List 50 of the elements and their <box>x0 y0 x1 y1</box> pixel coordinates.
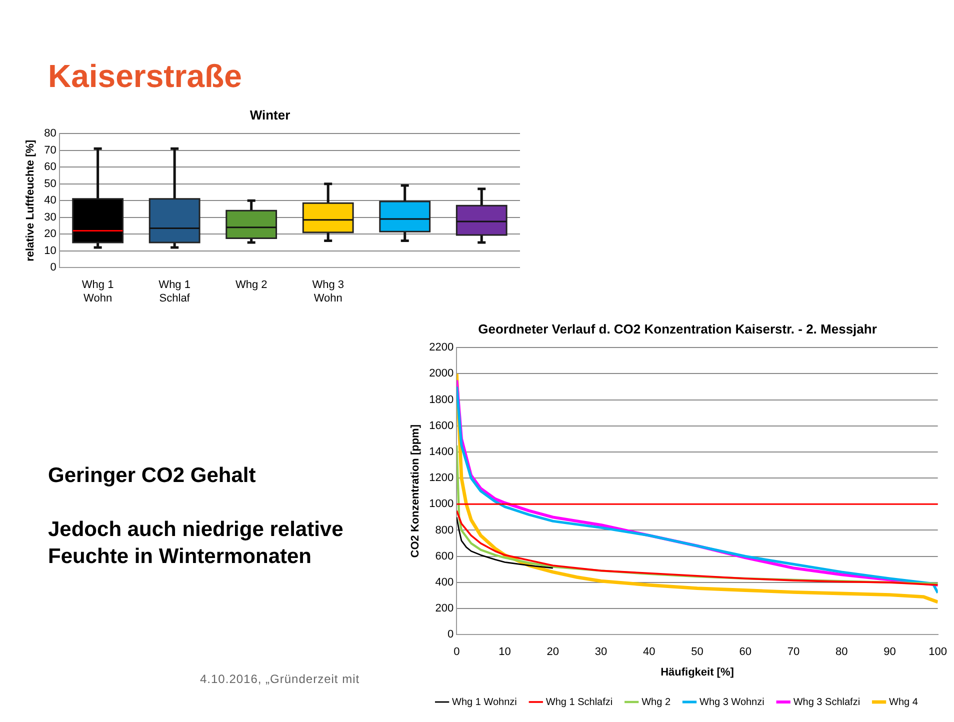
x-tick-label: 60 <box>739 646 752 658</box>
x-tick-label: 40 <box>643 646 656 658</box>
x-tick-label: 30 <box>594 646 608 658</box>
x-tick-label: 100 <box>928 646 948 658</box>
y-tick-label: 30 <box>44 211 56 224</box>
y-tick-label: 10 <box>44 244 56 257</box>
legend-label: Whg 3 Wohnzi <box>700 696 764 708</box>
y-tick-label: 1200 <box>429 472 454 484</box>
y-tick-label: 1800 <box>429 394 454 406</box>
text: Kaiserstraße <box>48 58 242 95</box>
y-tick-label: 20 <box>44 228 56 240</box>
legend-label: Whg 1 Wohnzi <box>452 696 517 708</box>
chart-title: Winter <box>250 107 290 122</box>
y-tick-label: 800 <box>435 524 454 536</box>
text: Geringer CO2 Gehalt <box>48 464 257 488</box>
y-tick-label: 200 <box>435 602 454 615</box>
y-tick-label: 60 <box>44 161 56 174</box>
y-tick-label: 1600 <box>429 420 454 432</box>
x-tick-label: 50 <box>691 646 704 658</box>
x-tick-label: 70 <box>787 646 800 658</box>
x-tick-label: Whg 2 <box>235 279 268 292</box>
text: 4.10.2016, „Gründerzeit mit <box>200 672 360 686</box>
y-axis-title: relative Luftfeuchte [%] <box>24 139 37 262</box>
y-tick-label: 2200 <box>429 342 454 354</box>
legend-label: Whg 1 Schlafzi <box>546 696 613 708</box>
x-tick-label: Whg 3 Wohn <box>312 279 344 304</box>
y-tick-label: 50 <box>44 178 56 190</box>
y-tick-label: 2000 <box>429 368 454 380</box>
x-tick-label: Whg 1 Schlaf <box>158 279 191 304</box>
y-tick-label: 1000 <box>429 498 454 510</box>
x-tick-label: 10 <box>498 646 511 658</box>
y-tick-label: 0 <box>448 628 454 641</box>
x-tick-label: 20 <box>546 646 560 658</box>
legend-label: Whg 4 <box>889 696 918 708</box>
x-tick-label: Whg 1 Wohn <box>82 279 114 304</box>
x-tick-label: 90 <box>884 646 896 658</box>
y-axis-title: CO2 Konzentration [ppm] <box>410 424 422 558</box>
y-tick-label: 600 <box>435 550 454 562</box>
y-tick-label: 70 <box>44 144 56 156</box>
text: Jedoch auch niedrige relative Feuchte in Wintermonaten <box>48 517 344 570</box>
y-tick-label: 40 <box>44 194 56 207</box>
legend-label: Whg 2 <box>642 696 671 708</box>
x-tick-label: 80 <box>835 646 848 658</box>
chart-title: Geordneter Verlauf d. CO2 Konzentration Kaiserstr. - 2. Messjahr <box>478 321 877 336</box>
y-tick-label: 1400 <box>429 446 454 458</box>
y-tick-label: 400 <box>435 576 454 588</box>
y-tick-label: 0 <box>50 262 56 274</box>
y-tick-label: 80 <box>44 128 56 140</box>
x-axis-title: Häufigkeit [%] <box>660 666 734 678</box>
legend-label: Whg 3 Schlafzi <box>793 696 860 708</box>
